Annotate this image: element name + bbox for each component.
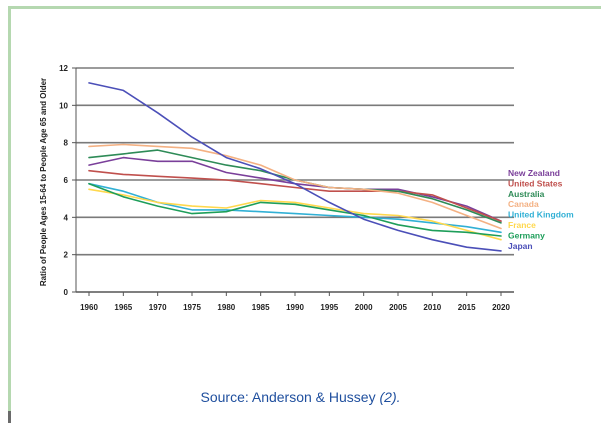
legend-entry-japan: Japan <box>508 241 533 251</box>
x-tick-label: 1980 <box>217 303 235 312</box>
x-tick-label: 2010 <box>423 303 441 312</box>
x-tick-label: 2000 <box>355 303 373 312</box>
x-tick-label: 1990 <box>286 303 304 312</box>
legend-entry-australia: Australia <box>508 189 545 199</box>
y-tick-label: 2 <box>64 251 69 260</box>
x-tick-label: 2005 <box>389 303 407 312</box>
x-tick-label: 2015 <box>458 303 476 312</box>
x-tick-label: 1985 <box>252 303 270 312</box>
x-tick-label: 1965 <box>114 303 132 312</box>
line-chart: 0 2 4 6 8 10 12 1960 1965 1970 1975 1980 1985 1990 199… <box>39 64 574 312</box>
series-line-canada <box>88 143 502 230</box>
y-tick-label: 8 <box>64 139 69 148</box>
caption-citation: (2). <box>379 389 401 405</box>
caption-source-text: Source: Anderson & Hussey <box>200 389 380 405</box>
series-line-new-zealand <box>88 156 502 222</box>
y-tick-label: 0 <box>64 288 69 297</box>
frame-top-border <box>8 6 601 9</box>
frame-left-border <box>8 6 11 423</box>
y-tick-label: 10 <box>59 101 68 110</box>
series-line-united-states <box>88 169 502 222</box>
y-tick-label: 6 <box>64 176 69 185</box>
frame-bottom-tick <box>8 411 11 423</box>
y-axis-label: Ratio of People Ages 15-64 to People Age… <box>39 78 48 286</box>
source-caption: Source: Anderson & Hussey (2). <box>0 389 601 405</box>
x-tick-label: 1995 <box>320 303 338 312</box>
legend-entry-france: France <box>508 220 536 230</box>
y-tick-label: 4 <box>64 213 69 222</box>
y-tick-label: 12 <box>59 64 68 73</box>
x-tick-label: 2020 <box>492 303 510 312</box>
legend-entry-canada: Canada <box>508 199 539 209</box>
legend-entry-germany: Germany <box>508 230 545 240</box>
series-line-japan <box>88 82 502 252</box>
legend-entry-new-zealand: New Zealand <box>508 168 560 178</box>
series-line-united-kingdom <box>88 182 502 234</box>
series-line-germany <box>88 182 502 237</box>
x-tick-label: 1960 <box>80 303 98 312</box>
legend-entry-united-kingdom: United Kingdom <box>508 210 574 220</box>
x-tick-label: 1975 <box>183 303 201 312</box>
series-layer <box>88 82 502 252</box>
legend-entry-united-states: United States <box>508 178 563 188</box>
axis-layer: 0 2 4 6 8 10 12 1960 1965 1970 1975 1980 1985 1990 199… <box>59 64 510 312</box>
x-tick-label: 1970 <box>149 303 167 312</box>
series-line-france <box>88 188 502 241</box>
